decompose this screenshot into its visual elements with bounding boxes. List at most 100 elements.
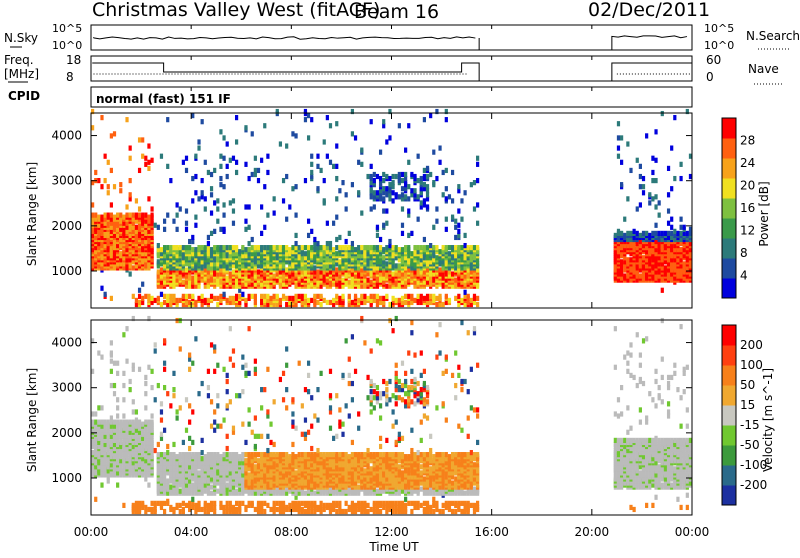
range-cell [116, 213, 119, 218]
range-cell [216, 403, 219, 408]
range-cell [273, 273, 276, 278]
range-cell [654, 194, 657, 199]
range-cell [100, 420, 103, 425]
colorbar-tick-label: 16 [740, 201, 755, 215]
y-tick-label: 2000 [51, 219, 82, 233]
range-cell [257, 168, 260, 173]
range-cell [176, 298, 179, 303]
range-cell [219, 227, 222, 232]
range-cell [404, 194, 407, 199]
range-cell [442, 192, 445, 197]
range-cell [454, 296, 457, 301]
range-cell [172, 294, 175, 299]
range-cell [338, 296, 341, 301]
range-cell [213, 420, 216, 425]
range-cell [169, 294, 172, 299]
range-cell [254, 168, 257, 173]
range-cell [435, 302, 438, 307]
beam-title: Beam 16 [354, 1, 439, 23]
range-cell [335, 251, 338, 256]
range-cell [160, 417, 163, 422]
range-cell [316, 294, 319, 299]
range-cell [129, 379, 132, 384]
range-cell [163, 501, 166, 506]
range-cell [235, 115, 238, 120]
range-cell [229, 501, 232, 506]
range-cell [144, 162, 147, 167]
range-cell [129, 145, 132, 150]
range-cell [451, 215, 454, 220]
range-cell [154, 348, 157, 353]
range-cell [417, 217, 420, 222]
range-cell [417, 178, 420, 183]
range-cell [320, 294, 323, 299]
range-cell [176, 409, 179, 414]
range-cell [366, 245, 369, 250]
range-cell [395, 263, 398, 268]
range-cell [154, 223, 157, 228]
range-cell [248, 452, 251, 457]
range-cell [150, 385, 153, 390]
range-cell [122, 413, 125, 418]
range-cell [376, 190, 379, 195]
range-cell [345, 192, 348, 197]
range-cell [254, 415, 257, 420]
range-cell [154, 298, 157, 303]
range-cell [670, 186, 673, 191]
range-cell [219, 454, 222, 459]
range-cell [388, 239, 391, 244]
range-cell [97, 350, 100, 355]
range-cell [219, 294, 222, 299]
range-cell [244, 204, 247, 209]
range-cell [445, 217, 448, 222]
colorbar-tick-label: 24 [740, 156, 755, 170]
range-cell [670, 231, 673, 236]
range-cell [194, 154, 197, 159]
range-cell [304, 117, 307, 122]
range-cell [157, 501, 160, 506]
range-cell [210, 192, 213, 197]
range-cell [423, 168, 426, 173]
range-cell [191, 440, 194, 445]
range-cell [100, 115, 103, 120]
range-cell [207, 452, 210, 457]
colorbar-tick-label: 8 [740, 246, 748, 260]
range-cell [667, 221, 670, 226]
range-cell [201, 190, 204, 195]
range-cell [661, 111, 664, 116]
range-cell [288, 247, 291, 252]
range-cell [226, 164, 229, 169]
range-cell [273, 210, 276, 215]
range-cell [204, 454, 207, 459]
range-cell [407, 208, 410, 213]
range-cell [125, 359, 128, 364]
range-cell [188, 352, 191, 357]
range-cell [226, 482, 229, 487]
range-cell [388, 176, 391, 181]
range-cell [185, 452, 188, 457]
range-cell [241, 355, 244, 360]
range-cell [445, 168, 448, 173]
range-cell [110, 296, 113, 301]
range-cell [150, 420, 153, 425]
range-cell [104, 178, 107, 183]
range-cell [636, 231, 639, 236]
range-cell [476, 156, 479, 161]
range-cell [204, 206, 207, 211]
range-cell [176, 213, 179, 218]
range-cell [132, 503, 135, 508]
range-cell [410, 294, 413, 299]
range-cell [341, 180, 344, 185]
nave-label: Nave [748, 62, 779, 76]
range-cell [213, 245, 216, 250]
range-cell [100, 405, 103, 410]
range-cell [379, 237, 382, 242]
range-cell [191, 409, 194, 414]
range-cell [169, 245, 172, 250]
range-cell [207, 369, 210, 374]
range-cell [138, 501, 141, 506]
range-cell [251, 501, 254, 506]
noise-panel: N.Sky 10^5 10^0 10^5 10^0 N.Search [4, 22, 800, 52]
range-cell [620, 231, 623, 236]
range-cell [182, 501, 185, 506]
